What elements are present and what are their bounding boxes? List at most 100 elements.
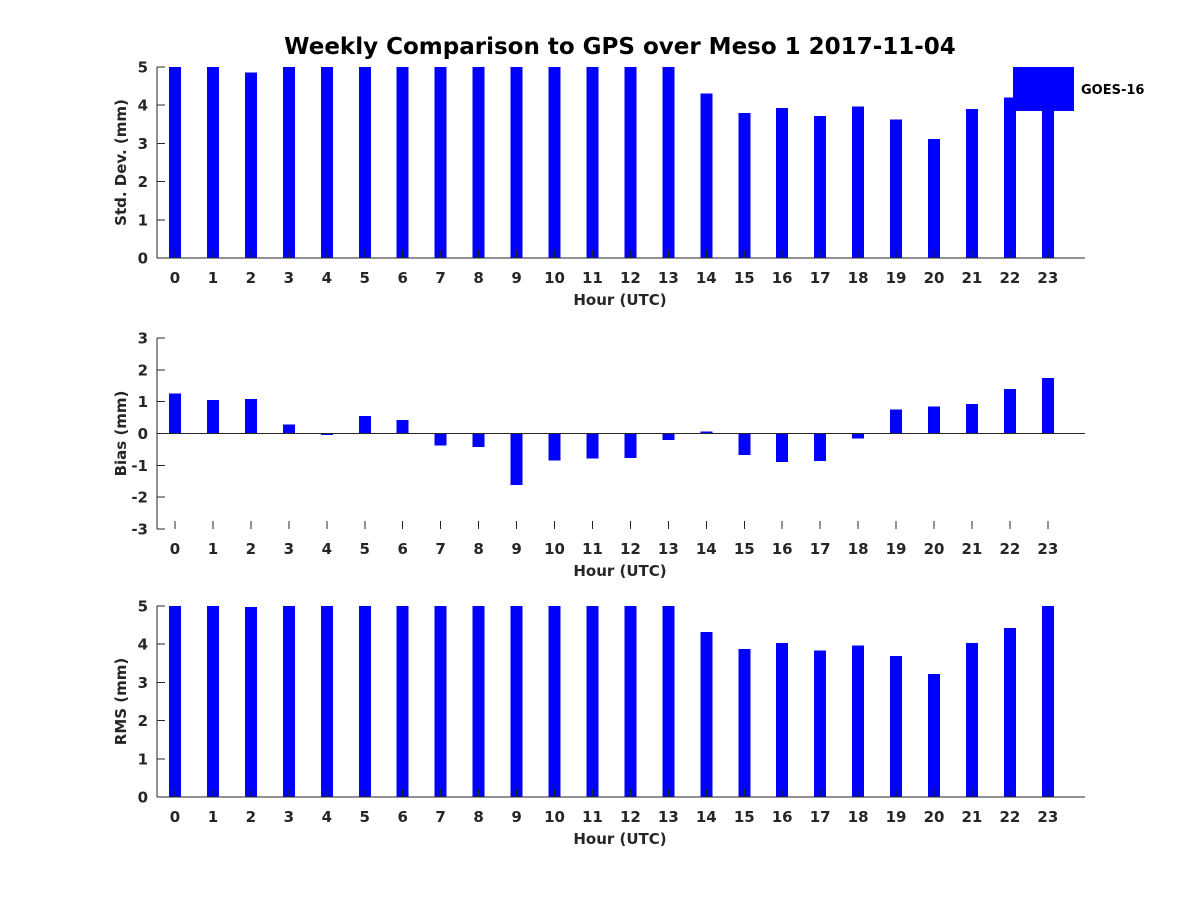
bar-bias-hour-0 (169, 393, 181, 434)
x-tick-label-std-dev: 23 (1037, 269, 1058, 287)
bar-std-dev-hour-21 (965, 109, 978, 259)
y-tick-label-rms: 1 (138, 750, 148, 768)
x-tick-label-bias: 10 (544, 540, 565, 558)
y-tick-label-bias: 3 (138, 330, 148, 348)
bar-std-dev-hour-19 (890, 119, 903, 258)
x-tick-label-bias: 2 (246, 540, 256, 558)
bar-rms-hour-6 (396, 606, 409, 797)
x-tick-label-rms: 22 (999, 808, 1020, 826)
legend-label: GOES-16 (1081, 83, 1144, 98)
y-tick-label-std-dev: 5 (138, 59, 148, 77)
x-tick-label-std-dev: 4 (322, 269, 332, 287)
bar-bias-hour-4 (320, 433, 333, 436)
y-axis-label-std-dev: Std. Dev. (mm) (112, 99, 130, 226)
legend-swatch (1013, 67, 1074, 111)
bar-rms-hour-22 (1003, 628, 1016, 797)
x-tick-label-std-dev: 20 (924, 269, 945, 287)
bar-std-dev-hour-18 (852, 106, 865, 258)
x-tick-label-std-dev: 10 (544, 269, 565, 287)
x-axis-label-bias: Hour (UTC) (573, 562, 666, 580)
bar-rms-hour-17 (814, 650, 827, 797)
bar-bias-hour-15 (738, 433, 751, 456)
y-tick-label-bias: -2 (131, 489, 148, 507)
y-tick-label-bias: 1 (138, 393, 148, 411)
bar-rms-hour-3 (282, 606, 295, 797)
bar-bias-hour-19 (890, 409, 903, 434)
x-tick-label-bias: 14 (696, 540, 717, 558)
bar-bias-hour-11 (586, 433, 599, 459)
x-tick-label-std-dev: 7 (435, 269, 445, 287)
x-tick-label-bias: 23 (1037, 540, 1058, 558)
bar-std-dev-hour-0 (169, 67, 181, 258)
y-tick-label-rms: 3 (138, 674, 148, 692)
y-tick-label-std-dev: 1 (138, 211, 148, 229)
bar-rms-hour-20 (928, 674, 940, 797)
x-tick-label-bias: 18 (848, 540, 869, 558)
x-tick-label-rms: 4 (322, 808, 332, 826)
y-axis-label-rms: RMS (mm) (112, 658, 130, 745)
bar-rms-hour-1 (206, 606, 219, 797)
bar-bias-hour-6 (396, 420, 409, 434)
legend: GOES-16 (1013, 67, 1144, 111)
x-tick-label-bias: 13 (658, 540, 679, 558)
bar-bias-hour-5 (358, 415, 371, 434)
y-axis-label-bias: Bias (mm) (112, 391, 130, 477)
x-tick-label-bias: 4 (322, 540, 332, 558)
bar-std-dev-hour-23 (1041, 67, 1054, 258)
y-tick-label-rms: 5 (138, 598, 148, 616)
bar-std-dev-hour-6 (396, 67, 409, 258)
bar-std-dev-hour-12 (624, 67, 637, 258)
x-tick-label-rms: 15 (734, 808, 755, 826)
x-tick-label-std-dev: 17 (810, 269, 831, 287)
x-tick-label-std-dev: 12 (620, 269, 641, 287)
bar-bias-hour-23 (1041, 377, 1054, 434)
bar-std-dev-hour-2 (244, 72, 257, 258)
bar-std-dev-hour-7 (434, 67, 447, 258)
x-tick-label-rms: 2 (246, 808, 256, 826)
bar-std-dev-hour-15 (738, 112, 751, 258)
x-tick-label-rms: 19 (886, 808, 907, 826)
x-tick-label-rms: 18 (848, 808, 869, 826)
bar-bias-hour-3 (282, 424, 295, 434)
bar-rms-hour-19 (890, 656, 903, 797)
x-tick-label-std-dev: 0 (170, 269, 180, 287)
bar-bias-hour-17 (814, 433, 827, 461)
x-tick-label-rms: 3 (284, 808, 294, 826)
x-tick-label-rms: 21 (962, 808, 983, 826)
x-tick-label-bias: 21 (962, 540, 983, 558)
bar-std-dev-hour-4 (320, 67, 333, 258)
y-tick-label-bias: -1 (131, 457, 148, 475)
x-tick-label-rms: 20 (924, 808, 945, 826)
bar-bias-hour-13 (662, 433, 675, 440)
bar-bias-hour-9 (510, 433, 523, 486)
x-tick-label-bias: 6 (397, 540, 407, 558)
x-tick-label-bias: 22 (999, 540, 1020, 558)
x-tick-label-bias: 11 (582, 540, 603, 558)
x-tick-label-std-dev: 5 (360, 269, 370, 287)
bar-bias-hour-2 (244, 399, 257, 434)
bar-std-dev-hour-14 (700, 93, 713, 259)
y-tick-label-bias: 0 (138, 425, 148, 443)
x-tick-label-bias: 8 (473, 540, 483, 558)
x-tick-label-std-dev: 15 (734, 269, 755, 287)
x-tick-label-bias: 19 (886, 540, 907, 558)
bar-std-dev-hour-17 (814, 115, 827, 259)
y-tick-label-rms: 2 (138, 712, 148, 730)
bar-rms-hour-12 (624, 606, 637, 797)
bar-rms-hour-23 (1041, 606, 1054, 797)
bar-std-dev-hour-11 (586, 67, 599, 258)
bar-bias-hour-1 (206, 400, 219, 434)
bar-std-dev-hour-9 (510, 67, 523, 258)
chart-title: Weekly Comparison to GPS over Meso 1 201… (284, 34, 956, 60)
bar-rms-hour-15 (738, 649, 751, 797)
bar-std-dev-hour-22 (1003, 97, 1016, 258)
y-tick-label-std-dev: 2 (138, 173, 148, 191)
bar-std-dev-hour-5 (358, 67, 371, 258)
x-tick-label-rms: 7 (435, 808, 445, 826)
bar-rms-hour-21 (965, 643, 978, 797)
x-tick-label-rms: 17 (810, 808, 831, 826)
bar-rms-hour-8 (472, 606, 485, 797)
